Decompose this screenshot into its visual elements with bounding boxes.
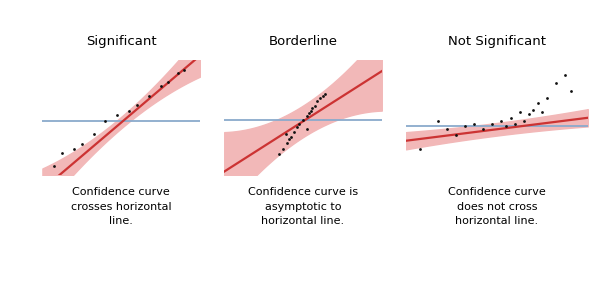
- Text: Confidence curve
crosses horizontal
line.: Confidence curve crosses horizontal line…: [71, 187, 171, 226]
- Text: Confidence curve
does not cross
horizontal line.: Confidence curve does not cross horizont…: [448, 187, 546, 226]
- Text: Confidence curve is
asymptotic to
horizontal line.: Confidence curve is asymptotic to horizo…: [248, 187, 358, 226]
- Text: Significant: Significant: [86, 35, 156, 48]
- Text: Not Significant: Not Significant: [448, 35, 546, 48]
- Text: Borderline: Borderline: [268, 35, 338, 48]
